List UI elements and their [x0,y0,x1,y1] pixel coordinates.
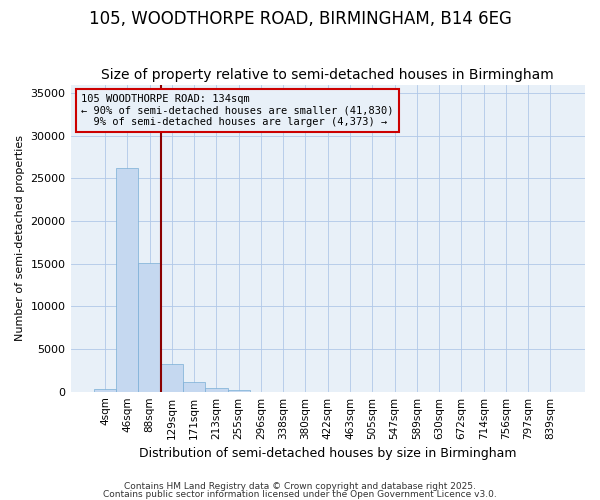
Bar [116,168,139,392]
Bar [205,388,227,392]
Bar [94,388,116,392]
Bar [227,390,250,392]
Text: 105, WOODTHORPE ROAD, BIRMINGHAM, B14 6EG: 105, WOODTHORPE ROAD, BIRMINGHAM, B14 6E… [89,10,511,28]
Bar [183,382,205,392]
Text: Contains HM Land Registry data © Crown copyright and database right 2025.: Contains HM Land Registry data © Crown c… [124,482,476,491]
Bar [161,364,183,392]
X-axis label: Distribution of semi-detached houses by size in Birmingham: Distribution of semi-detached houses by … [139,447,517,460]
Bar [139,263,161,392]
Y-axis label: Number of semi-detached properties: Number of semi-detached properties [15,135,25,341]
Text: Contains public sector information licensed under the Open Government Licence v3: Contains public sector information licen… [103,490,497,499]
Title: Size of property relative to semi-detached houses in Birmingham: Size of property relative to semi-detach… [101,68,554,82]
Text: 105 WOODTHORPE ROAD: 134sqm
← 90% of semi-detached houses are smaller (41,830)
 : 105 WOODTHORPE ROAD: 134sqm ← 90% of sem… [81,94,394,127]
